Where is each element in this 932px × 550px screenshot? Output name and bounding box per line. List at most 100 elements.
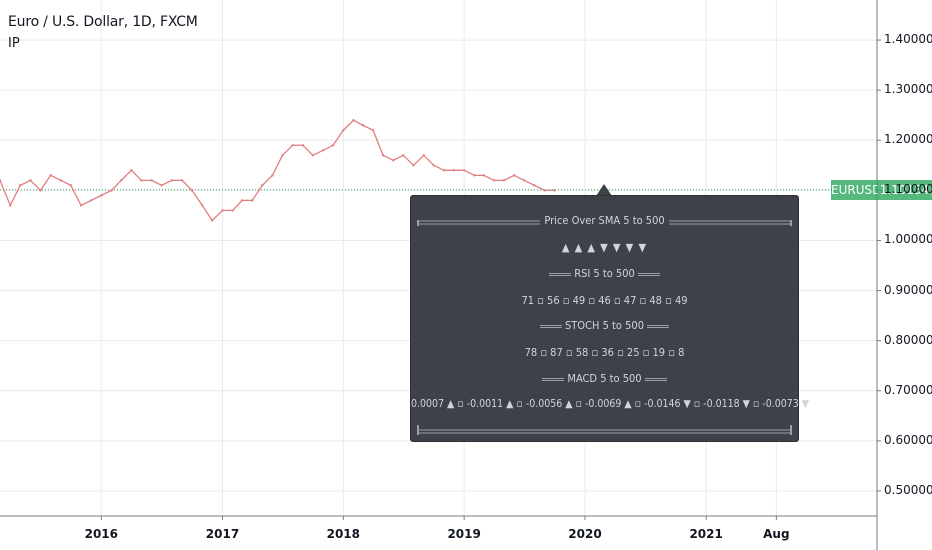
- price-point: [412, 164, 415, 167]
- panel-bottom-bar: [417, 425, 792, 435]
- price-point: [361, 124, 365, 127]
- price-point: [321, 149, 325, 152]
- price-segment: [0, 179, 11, 207]
- price-segment: [150, 179, 163, 187]
- price-segment: [433, 164, 445, 171]
- price-point: [18, 184, 22, 187]
- price-point: [69, 184, 73, 187]
- price-segment: [503, 174, 515, 181]
- price-point: [251, 199, 254, 202]
- price-point: [79, 204, 83, 207]
- y-tick-label: 0.70000: [884, 382, 932, 397]
- x-tick-label: 2020: [568, 527, 602, 541]
- symbol-price-tag: EURUSD: [831, 180, 881, 200]
- price-segment: [342, 119, 355, 131]
- price-segment: [302, 144, 314, 156]
- price-segment: [19, 179, 32, 187]
- price-point: [502, 179, 506, 182]
- price-point: [49, 174, 52, 177]
- price-point: [59, 179, 63, 182]
- price-segment: [332, 129, 344, 146]
- y-tick-label: 0.90000: [884, 282, 932, 297]
- price-segment: [9, 184, 21, 207]
- section-title-stoch: STOCH 5 to 500: [411, 319, 798, 332]
- section-title-price-over-sma: Price Over SMA 5 to 500: [411, 214, 798, 227]
- price-point: [89, 199, 93, 202]
- price-point: [180, 179, 184, 182]
- price-point: [221, 209, 224, 212]
- price-point: [271, 174, 274, 177]
- price-segment: [513, 174, 525, 181]
- section-title-macd: MACD 5 to 500: [411, 372, 798, 385]
- price-segment: [523, 179, 535, 187]
- price-point: [261, 184, 264, 187]
- x-tick-label: 2016: [84, 527, 118, 541]
- section-values-rsi: 71 ▫ 56 ▫ 49 ▫ 46 ▫ 47 ▫ 48 ▫ 49: [521, 294, 688, 307]
- price-segment: [533, 184, 546, 192]
- price-segment: [271, 154, 284, 176]
- price-segment: [29, 179, 42, 192]
- price-segment: [372, 129, 384, 156]
- y-tick-label: 1.00000: [884, 232, 932, 247]
- price-segment: [281, 144, 294, 156]
- price-point: [381, 154, 385, 157]
- price-segment: [201, 204, 213, 222]
- price-point: [331, 144, 335, 147]
- y-tick-label: 0.50000: [884, 482, 932, 497]
- price-point: [240, 199, 244, 202]
- price-point: [150, 179, 153, 182]
- price-point: [29, 179, 32, 182]
- price-point: [170, 179, 174, 182]
- price-point: [462, 169, 466, 172]
- price-point: [301, 144, 305, 147]
- price-segment: [352, 119, 364, 126]
- price-point: [473, 174, 476, 177]
- price-segment: [39, 174, 52, 192]
- price-point: [110, 189, 113, 192]
- y-tick-label: 0.60000: [884, 432, 932, 447]
- y-tick-label: 0.80000: [884, 332, 932, 347]
- price-point: [533, 184, 536, 187]
- price-point: [482, 174, 485, 177]
- price-point: [352, 119, 355, 122]
- price-point: [402, 154, 405, 157]
- section-values-price-over-sma: ▲ ▲ ▲ ▼ ▼ ▼ ▼: [561, 241, 648, 254]
- price-point: [100, 194, 103, 197]
- price-segment: [90, 194, 102, 202]
- price-segment: [463, 169, 476, 176]
- price-segment: [392, 154, 404, 161]
- section-values-macd: 0.0007 ▲ ▫ -0.0011 ▲ ▫ -0.0056 ▲ ▫ -0.00…: [411, 398, 810, 410]
- x-tick-label: 2017: [205, 527, 240, 541]
- price-point: [130, 169, 133, 172]
- price-point: [201, 204, 204, 207]
- price-point: [442, 169, 446, 172]
- price-point: [392, 159, 395, 162]
- price-segment: [120, 169, 133, 181]
- price-point: [543, 189, 546, 192]
- price-point: [281, 154, 284, 157]
- price-segment: [251, 184, 263, 202]
- price-point: [422, 154, 425, 157]
- x-tick-label: 2021: [689, 527, 723, 541]
- price-segment: [322, 144, 334, 151]
- price-point: [190, 189, 194, 192]
- price-segment: [423, 154, 435, 166]
- price-segment: [412, 154, 425, 166]
- price-point: [492, 179, 496, 182]
- price-segment: [362, 124, 374, 131]
- x-tick-label: 2019: [447, 527, 481, 541]
- price-point: [512, 174, 516, 177]
- section-values-stoch: 78 ▫ 87 ▫ 58 ▫ 36 ▫ 25 ▫ 19 ▫ 8: [524, 346, 685, 359]
- price-point: [119, 179, 123, 182]
- price-point: [342, 129, 345, 132]
- price-point: [452, 169, 456, 172]
- price-point: [140, 179, 143, 182]
- price-segment: [60, 179, 72, 187]
- price-segment: [181, 179, 193, 192]
- y-tick-label: 1.30000: [884, 82, 932, 97]
- indicator-label[interactable]: IP: [8, 36, 20, 51]
- price-point: [9, 204, 12, 207]
- price-segment: [261, 174, 274, 187]
- panel-pointer: [596, 184, 612, 196]
